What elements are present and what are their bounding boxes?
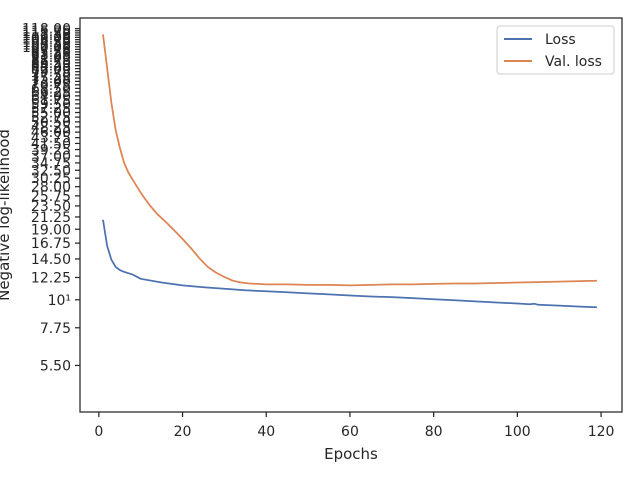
- y-tick-label: 106.75: [22, 33, 71, 49]
- y-tick-label: 66.25: [31, 85, 71, 101]
- y-tick-label: 104.50: [22, 35, 71, 51]
- y-tick-label: 37.00: [31, 149, 71, 165]
- y-tick-label: 82.00: [31, 62, 71, 78]
- legend-label: Val. loss: [545, 54, 602, 70]
- y-tick-label: 48.25: [31, 120, 71, 136]
- y-tick-label: 75.25: [31, 71, 71, 87]
- y-tick-label: 113.50: [22, 26, 71, 42]
- y-tick-label: 102.25: [22, 37, 71, 53]
- y-tick-label: 30.25: [31, 171, 71, 187]
- y-tick-label: 86.50: [31, 56, 71, 72]
- x-tick-label: 80: [425, 424, 443, 440]
- y-tick-label: 84.25: [31, 59, 71, 75]
- y-tick-label: 70.75: [31, 78, 71, 94]
- y-tick-label: 118.00: [22, 22, 71, 38]
- y-tick-label: 5.50: [40, 358, 71, 374]
- y-tick-label: 32.50: [31, 163, 71, 179]
- y-tick-label: 77.50: [31, 68, 71, 84]
- y-tick-label: 43.75: [31, 131, 71, 147]
- y-tick-label: 12.25: [31, 270, 71, 286]
- y-tick-label: 52.75: [31, 110, 71, 126]
- y-tick-label: 10¹: [48, 293, 71, 309]
- y-axis-ticks: 5.50 7.75 10¹ 12.25 14.5016.7519.0021.2523.5…: [22, 22, 80, 374]
- series-line-loss: [102, 219, 597, 309]
- y-tick-label: 73.00: [31, 74, 71, 90]
- y-tick-label: 16.75: [31, 236, 71, 252]
- y-tick-label: 46.00: [31, 125, 71, 141]
- y-tick-label: 41.50: [31, 136, 71, 152]
- series-line-val-loss: [102, 34, 597, 287]
- y-tick-label: 34.75: [31, 156, 71, 172]
- x-tick-label: 100: [504, 424, 531, 440]
- y-tick-label: 97.75: [31, 42, 71, 58]
- y-tick-label: 50.50: [31, 115, 71, 131]
- y-tick-label: 55.00: [31, 105, 71, 121]
- x-tick-label: 20: [174, 424, 192, 440]
- y-tick-label: 79.75: [31, 65, 71, 81]
- y-tick-label: 59.50: [31, 97, 71, 113]
- y-tick-label: 115.75: [22, 24, 71, 40]
- y-tick-label: 21.25: [31, 210, 71, 226]
- y-tick-label: 109.00: [22, 30, 71, 46]
- y-tick-label: 64.00: [31, 89, 71, 105]
- y-tick-label: 25.75: [31, 189, 71, 205]
- y-tick-label: 14.50: [31, 252, 71, 268]
- y-tick-label: 39.25: [31, 143, 71, 159]
- y-tick-label: 28.00: [31, 180, 71, 196]
- y-tick-label: 95.50: [31, 45, 71, 61]
- y-tick-label: 88.75: [31, 53, 71, 69]
- y-tick-label: 7.75: [40, 321, 71, 337]
- y-axis-label: Negative log-likelihood: [0, 129, 13, 301]
- x-tick-label: 60: [341, 424, 359, 440]
- y-tick-label: 19.00: [31, 222, 71, 238]
- x-tick-label: 40: [257, 424, 275, 440]
- legend-label: Loss: [545, 32, 576, 48]
- x-tick-label: 120: [588, 424, 615, 440]
- legend: Loss Val. loss: [496, 25, 615, 75]
- y-tick-label: 93.25: [31, 47, 71, 63]
- y-tick-label: 68.50: [31, 81, 71, 97]
- y-tick-label: 100.00: [22, 40, 71, 56]
- x-axis-ticks: 0 20 40 60 80 100 120: [94, 412, 614, 440]
- y-tick-label: 91.00: [31, 50, 71, 66]
- y-tick-label: 23.50: [31, 199, 71, 215]
- y-tick-label: 57.25: [31, 101, 71, 117]
- y-tick-label: 111.25: [22, 28, 71, 44]
- x-axis-label: Epochs: [324, 445, 378, 463]
- y-tick-label: 61.75: [31, 93, 71, 109]
- x-tick-label: 0: [94, 424, 103, 440]
- plot-lines: [102, 34, 597, 309]
- plot-frame: [79, 17, 623, 413]
